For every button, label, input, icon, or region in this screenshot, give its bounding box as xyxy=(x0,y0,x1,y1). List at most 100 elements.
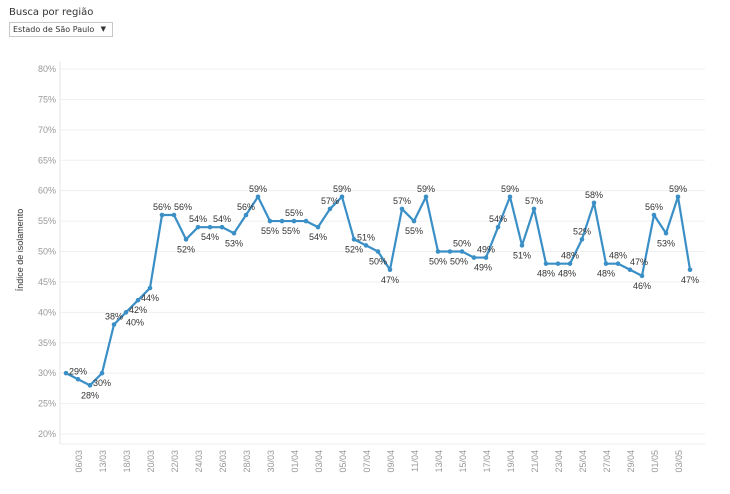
data-point xyxy=(63,370,69,376)
y-axis-title: Índice de isolamento xyxy=(15,209,25,292)
data-label: 48% xyxy=(609,251,627,261)
x-tick-label: 13/04 xyxy=(434,450,444,473)
data-point xyxy=(555,261,561,266)
data-label: 57% xyxy=(393,196,411,206)
data-label: 48% xyxy=(537,269,555,279)
x-tick-label: 27/04 xyxy=(602,450,612,473)
data-label: 56% xyxy=(174,202,192,212)
data-point xyxy=(123,310,129,315)
data-point xyxy=(351,237,357,242)
y-tick-label: 75% xyxy=(38,94,56,104)
data-label: 38% xyxy=(105,312,123,322)
data-point xyxy=(423,194,429,200)
y-tick-label: 40% xyxy=(38,307,56,317)
data-point xyxy=(639,273,645,279)
x-tick-label: 11/04 xyxy=(410,450,420,472)
data-label: 54% xyxy=(189,214,207,224)
data-label: 56% xyxy=(645,202,663,212)
x-tick-label: 17/04 xyxy=(482,450,492,473)
data-point xyxy=(483,255,489,260)
x-tick-label: 05/04 xyxy=(338,450,348,473)
data-point xyxy=(375,249,381,254)
data-label: 40% xyxy=(126,317,144,327)
x-tick-label: 21/04 xyxy=(530,450,540,473)
data-label: 29% xyxy=(69,366,87,376)
data-label: 49% xyxy=(474,263,492,273)
x-tick-label: 23/04 xyxy=(554,450,564,473)
data-label: 48% xyxy=(558,269,576,279)
data-label: 50% xyxy=(453,239,471,249)
data-point xyxy=(291,218,297,224)
x-tick-label: 03/04 xyxy=(314,450,324,473)
data-label: 52% xyxy=(345,244,363,254)
data-point xyxy=(399,206,405,212)
data-point xyxy=(231,230,237,236)
y-tick-label: 60% xyxy=(38,186,56,196)
data-point xyxy=(75,376,81,382)
data-label: 46% xyxy=(633,281,651,291)
x-tick-label: 25/04 xyxy=(578,450,588,473)
data-label: 59% xyxy=(669,184,687,194)
data-label: 53% xyxy=(657,238,675,248)
data-label: 54% xyxy=(201,232,219,242)
data-point xyxy=(171,212,177,218)
data-label: 42% xyxy=(129,305,147,315)
y-tick-label: 35% xyxy=(38,338,56,348)
data-label: 58% xyxy=(585,190,603,200)
data-point xyxy=(567,261,573,266)
data-label: 56% xyxy=(237,202,255,212)
data-label: 59% xyxy=(417,184,435,194)
x-tick-label: 09/04 xyxy=(386,450,396,473)
data-label: 47% xyxy=(630,257,648,267)
data-label: 50% xyxy=(369,257,387,267)
data-point xyxy=(471,255,477,260)
data-point xyxy=(195,224,201,230)
data-label: 48% xyxy=(561,251,579,261)
data-point xyxy=(147,285,153,291)
data-point xyxy=(459,249,465,254)
x-tick-label: 20/03 xyxy=(146,450,156,473)
data-point xyxy=(255,194,261,200)
x-tick-label: 19/04 xyxy=(506,450,516,473)
data-point xyxy=(159,212,165,218)
region-filter-value: Estado de São Paulo xyxy=(13,25,95,34)
data-point xyxy=(687,267,693,273)
x-tick-label: 03/05 xyxy=(674,450,684,473)
data-point xyxy=(387,267,393,273)
data-label: 52% xyxy=(177,244,195,254)
data-point xyxy=(111,322,117,327)
x-tick-label: 22/03 xyxy=(170,450,180,473)
data-point xyxy=(87,383,93,388)
data-point xyxy=(303,218,309,224)
data-point xyxy=(627,267,633,273)
data-label: 51% xyxy=(357,232,375,242)
data-label: 51% xyxy=(513,250,531,260)
y-tick-label: 70% xyxy=(38,125,56,135)
data-point xyxy=(507,194,513,200)
data-label: 50% xyxy=(450,257,468,267)
data-label: 54% xyxy=(213,214,231,224)
data-label: 49% xyxy=(477,245,495,255)
x-tick-label: 15/04 xyxy=(458,450,468,473)
series-line xyxy=(65,195,692,387)
data-point xyxy=(435,249,441,254)
data-point xyxy=(339,194,345,200)
data-point xyxy=(219,224,225,230)
data-point xyxy=(279,218,285,224)
data-point xyxy=(447,249,453,254)
data-point xyxy=(495,224,501,230)
y-tick-label: 30% xyxy=(38,368,56,378)
data-label: 47% xyxy=(681,275,699,285)
data-point xyxy=(651,212,657,218)
y-tick-label: 25% xyxy=(38,399,56,409)
data-point xyxy=(183,237,189,242)
x-tick-label: 07/04 xyxy=(362,450,372,473)
data-label: 57% xyxy=(525,196,543,206)
data-point xyxy=(267,218,273,224)
region-filter-dropdown[interactable]: Estado de São Paulo ▼ xyxy=(9,22,113,37)
data-point xyxy=(315,224,321,230)
data-label: 55% xyxy=(282,226,300,236)
data-point xyxy=(99,370,105,376)
data-label: 28% xyxy=(81,390,99,400)
x-tick-label: 13/03 xyxy=(98,450,108,473)
